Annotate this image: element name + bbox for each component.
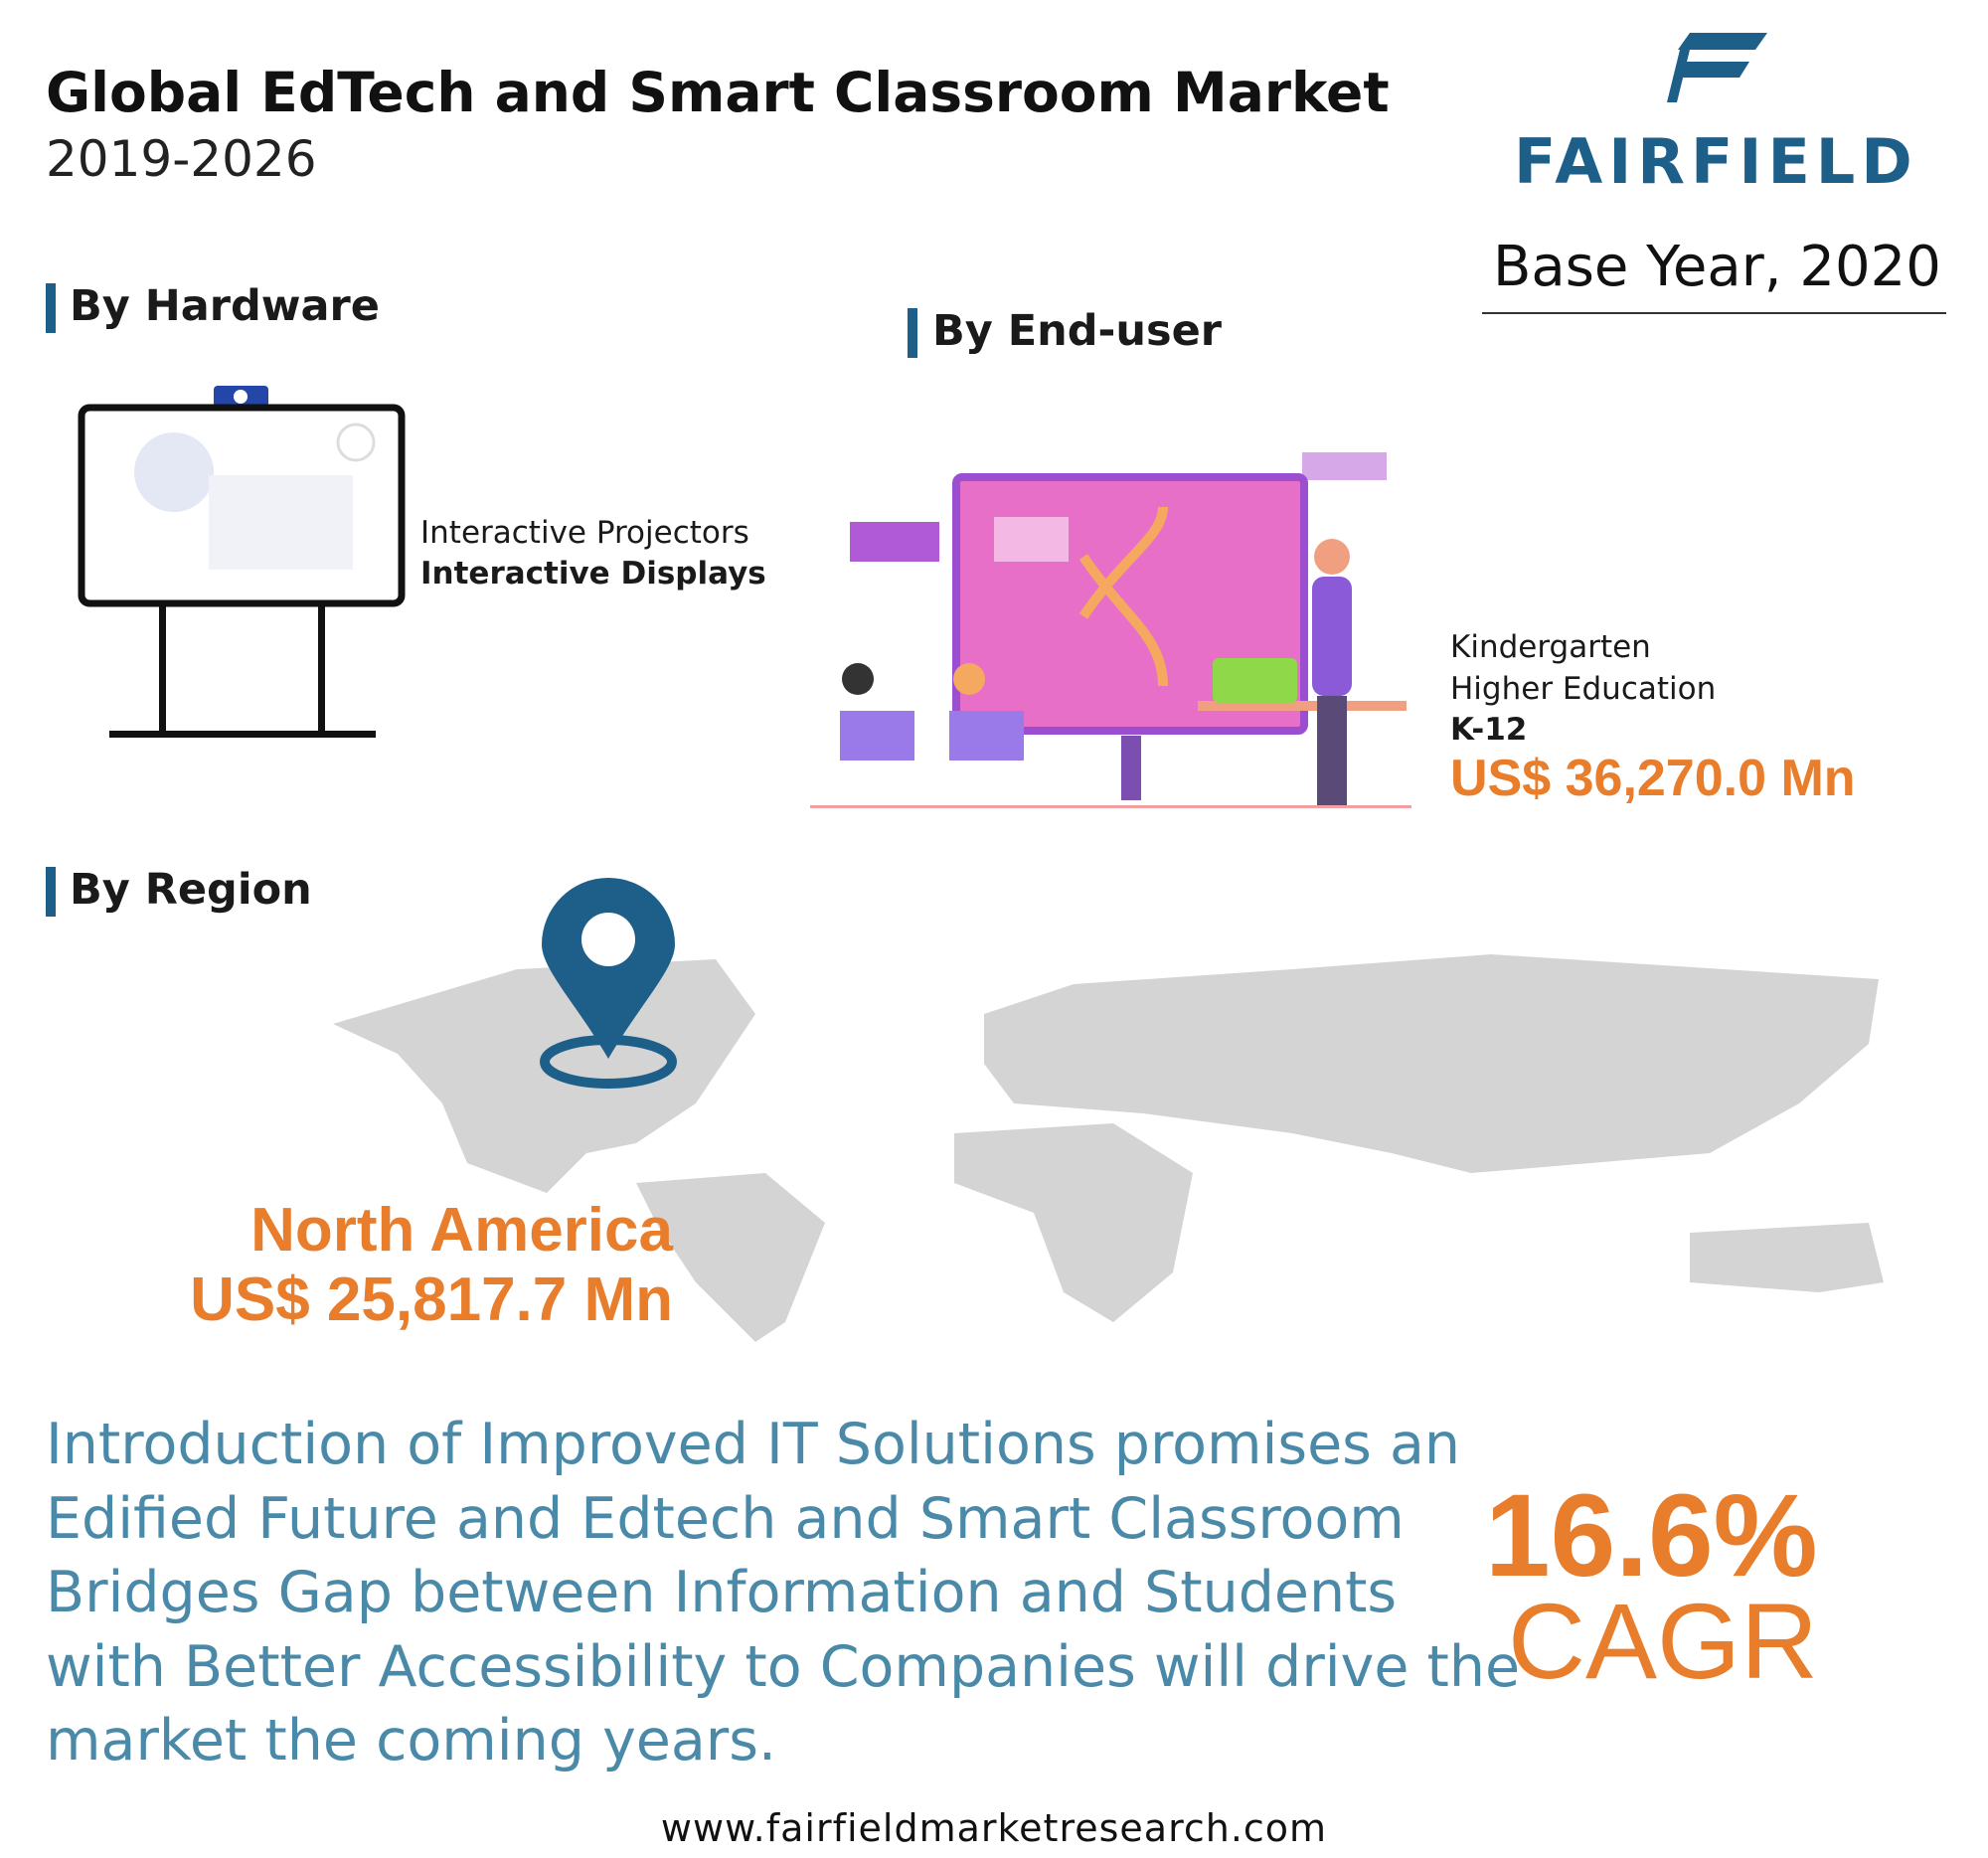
region-value: US$ 25,817.7 Mn: [190, 1266, 673, 1334]
summary-line: market the coming years.: [46, 1708, 776, 1774]
summary-line: Edified Future and Edtech and Smart Clas…: [46, 1486, 1405, 1552]
summary-line: Bridges Gap between Information and Stud…: [46, 1560, 1397, 1625]
title: Global EdTech and Smart Classroom Market: [46, 61, 1390, 124]
cagr-label: CAGR: [1508, 1581, 1818, 1701]
end-user-item: K-12: [1450, 712, 1527, 748]
summary-line: with Better Accessibility to Companies w…: [46, 1634, 1520, 1700]
logo-text: FAIRFIELD: [1514, 125, 1918, 198]
location-pin: [540, 878, 677, 1089]
cagr-value: 16.6%: [1485, 1470, 1818, 1602]
region-name: North America: [250, 1196, 673, 1265]
base-year: Base Year, 2020: [1493, 235, 1941, 299]
end-user-item: Kindergarten: [1450, 629, 1651, 665]
heading-bar: [908, 308, 917, 358]
end-user-item: Higher Education: [1450, 671, 1716, 707]
subtitle: 2019-2026: [46, 130, 317, 188]
heading: By End-user: [932, 306, 1223, 356]
end-user-value: US$ 36,270.0 Mn: [1450, 750, 1856, 807]
heading: By Region: [70, 865, 312, 915]
board-illustration: [78, 386, 406, 738]
classroom-illustration: [810, 452, 1411, 808]
summary-line: Introduction of Improved IT Solutions pr…: [46, 1412, 1460, 1477]
footer-url: www.fairfieldmarketresearch.com: [661, 1806, 1327, 1850]
hardware-item: Interactive Displays: [420, 556, 766, 591]
heading: By Hardware: [70, 281, 380, 331]
logo-icon: [1667, 33, 1767, 102]
hardware-item: Interactive Projectors: [420, 515, 749, 551]
heading-bar: [46, 867, 56, 917]
world-map: [333, 954, 1884, 1342]
heading-bar: [46, 283, 56, 333]
